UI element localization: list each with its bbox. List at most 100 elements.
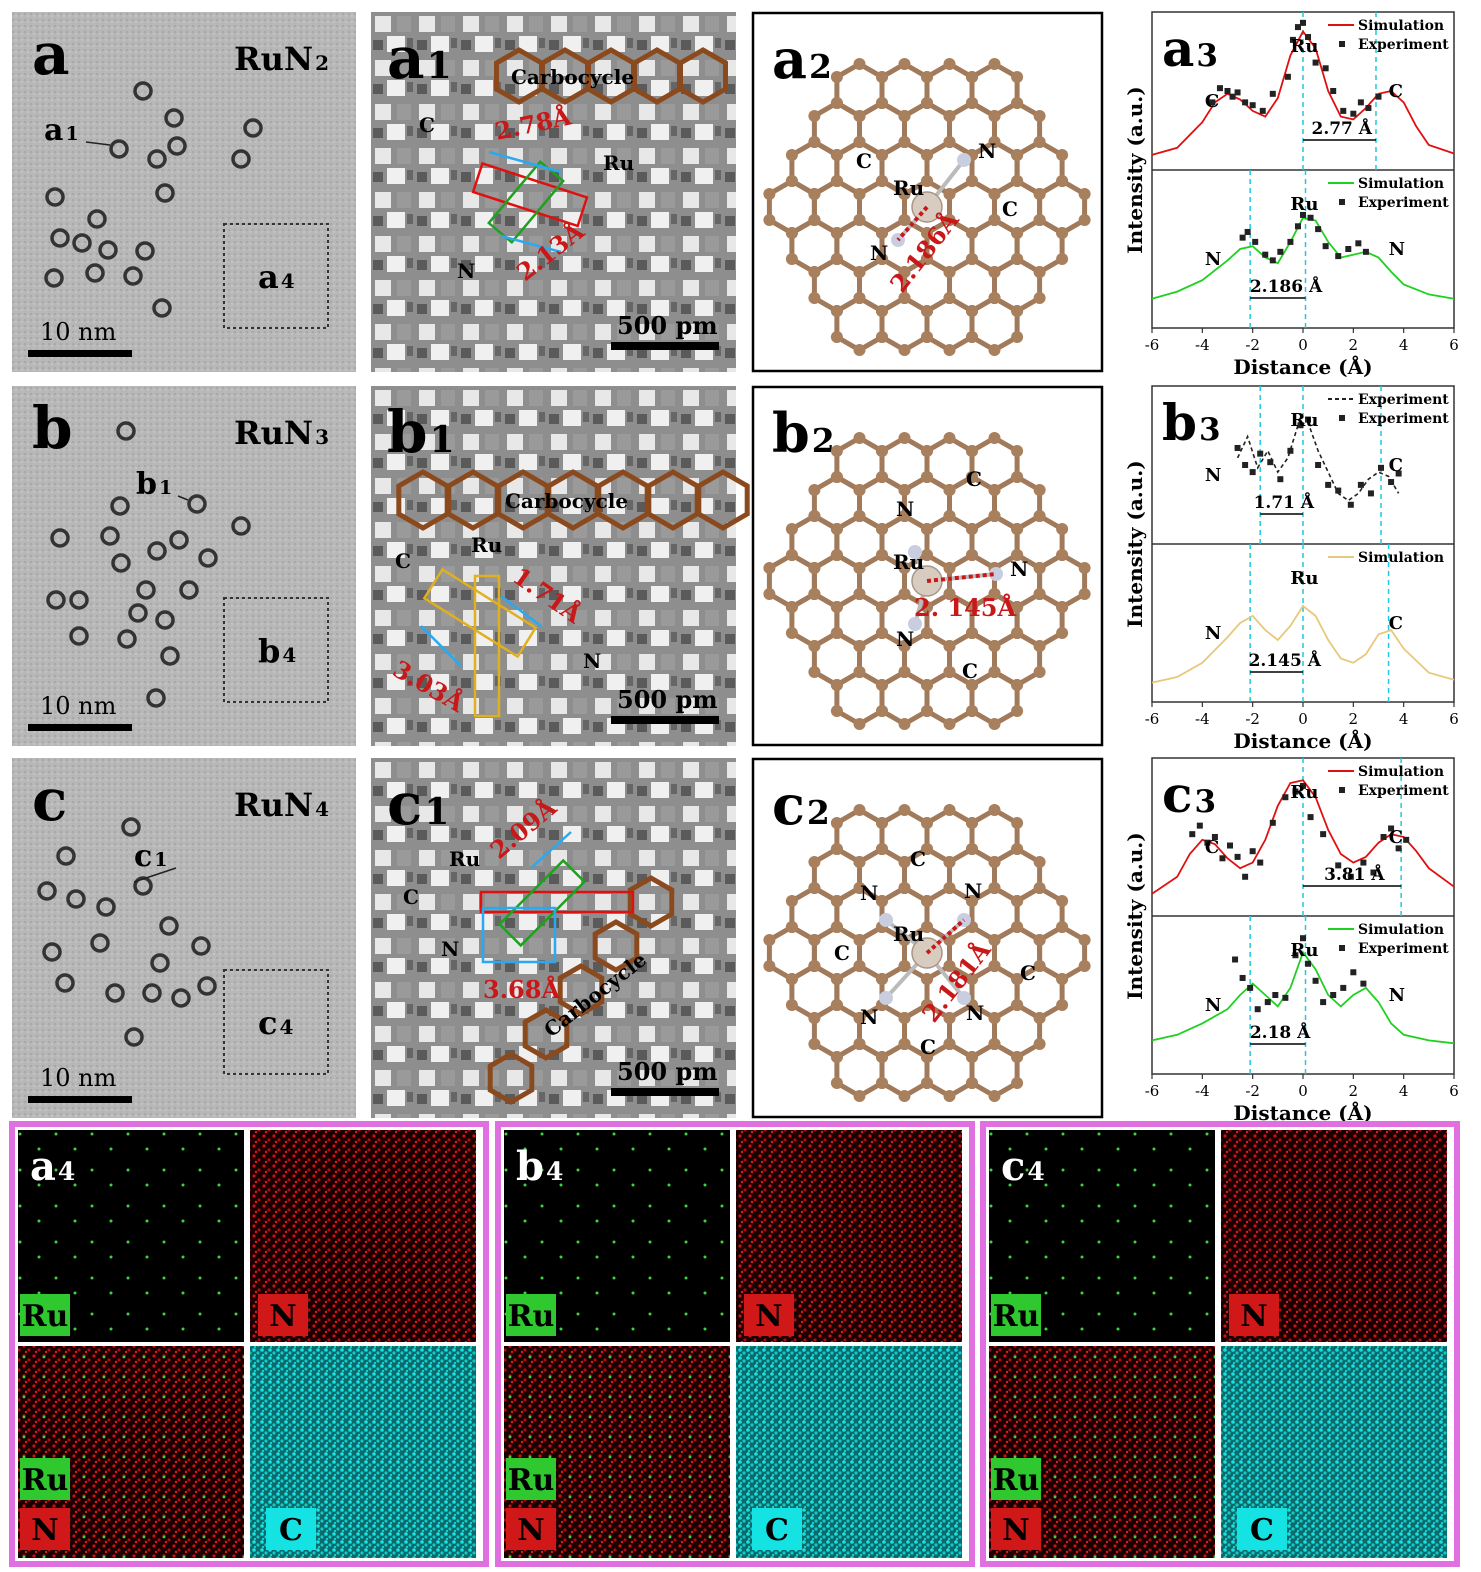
carbon-atom: [763, 214, 776, 226]
carbon-atom: [830, 305, 843, 317]
carbon-atom: [830, 1077, 843, 1089]
legend-marker: [1339, 41, 1345, 47]
x-tick-label: 6: [1449, 336, 1459, 354]
carbon-atom: [943, 856, 956, 868]
model-atom-label: C: [1002, 197, 1018, 221]
carbon-atom: [830, 97, 843, 109]
carbon-atom: [921, 627, 933, 639]
carbon-atom: [921, 999, 933, 1011]
x-tick-label: -2: [1245, 710, 1260, 728]
model-atom-label: C: [910, 847, 926, 871]
y-axis-label: Intensity (a.u.): [1123, 460, 1147, 627]
legend-marker: [1339, 787, 1345, 793]
carbon-atom: [898, 804, 911, 816]
carbon-atom: [898, 58, 911, 70]
legend-label: Experiment: [1358, 37, 1449, 53]
experiment-point: [1330, 88, 1337, 94]
panel-letter-a: a: [32, 20, 70, 88]
carbon-atom: [921, 227, 933, 239]
eds-panel-label: c4: [1001, 1143, 1045, 1190]
peak-label-left: N: [1205, 623, 1221, 644]
carbon-atom: [853, 640, 866, 652]
carbon-atom: [966, 627, 978, 639]
y-axis-label: Intensity (a.u.): [1123, 86, 1147, 253]
legend-marker: [1339, 945, 1345, 951]
model-atom-label: C: [966, 467, 982, 491]
ru-tag-label: Ru: [22, 1299, 69, 1334]
carbon-atom: [1033, 266, 1046, 278]
overlay-ru-tag: [991, 1458, 1041, 1500]
carbon-atom: [1056, 549, 1069, 561]
carbon-atom: [966, 175, 978, 187]
distance-annotation: 2.186 Å: [1250, 275, 1323, 297]
carbon-atom: [830, 549, 843, 561]
carbon-atom: [1033, 562, 1046, 574]
carbon-atom: [988, 934, 1001, 946]
model-atom-label: N: [860, 881, 878, 905]
peak-label-center: Ru: [1290, 940, 1318, 961]
carbon-atom: [921, 523, 933, 535]
experiment-point: [1395, 845, 1402, 852]
carbon-atom: [1056, 149, 1069, 161]
single-atom-marker: [167, 136, 187, 156]
x-tick-label: 6: [1449, 1082, 1459, 1100]
carbon-atom: [1011, 1077, 1024, 1089]
carbon-atom: [943, 432, 956, 444]
experiment-point: [1234, 853, 1241, 860]
carbon-atom: [830, 471, 843, 483]
single-atom-marker: [105, 983, 125, 1003]
scale-bar-tem: [28, 1096, 132, 1103]
distance-line: [530, 831, 572, 869]
carbon-atom: [808, 588, 821, 600]
tem-panel-a: a RuN 2 a 4 a 1 10 nm: [12, 12, 356, 372]
peak-label-right: C: [1389, 455, 1403, 476]
carbon-atom: [988, 484, 1001, 496]
carbon-atom: [966, 71, 978, 83]
carbon-atom: [853, 432, 866, 444]
experiment-point: [1350, 110, 1357, 117]
carbon-atom: [853, 266, 866, 278]
experiment-point: [1322, 243, 1329, 250]
atom-pointer-arrow: [177, 495, 189, 501]
carbon-atom: [943, 188, 956, 200]
single-atom-marker: [133, 81, 153, 101]
peak-label-left: N: [1205, 465, 1221, 486]
carbon-atom: [853, 934, 866, 946]
carbon-atom: [966, 445, 978, 457]
carbon-atom: [898, 188, 911, 200]
carbon-atom: [966, 817, 978, 829]
carbocycle-overlay: Carbocycle: [396, 469, 750, 531]
peak-label-center: Ru: [1290, 568, 1318, 589]
peak-label-center: Ru: [1290, 410, 1318, 431]
single-atom-marker: [42, 942, 62, 962]
model-atom-label: N: [896, 497, 914, 521]
carbon-atom: [808, 934, 821, 946]
single-atom-marker: [45, 187, 65, 207]
scale-label-tem: 10 nm: [40, 1064, 117, 1092]
experiment-point: [1350, 969, 1357, 976]
legend-label: Simulation: [1358, 764, 1444, 780]
peak-label-right: N: [1389, 985, 1405, 1006]
nitrogen-atom: [908, 617, 922, 631]
single-atom-marker: [66, 889, 86, 909]
single-atom-marker: [123, 266, 143, 286]
carbon-atom: [988, 136, 1001, 148]
x-tick-label: 4: [1399, 336, 1409, 354]
distance-annotation: 2.77 Å: [1311, 117, 1372, 139]
single-atom-marker: [111, 553, 131, 573]
carbon-atom: [853, 484, 866, 496]
line-profile-box: [471, 161, 589, 228]
carbon-atom: [921, 175, 933, 187]
carbon-atom: [830, 705, 843, 717]
carbocycle-label: Carbocycle: [505, 489, 628, 513]
nitrogen-atom: [879, 991, 893, 1005]
carbon-atom: [898, 344, 911, 356]
model-panel-label: b2: [772, 401, 835, 465]
carbon-atom: [830, 627, 843, 639]
carbon-atom: [830, 679, 843, 691]
